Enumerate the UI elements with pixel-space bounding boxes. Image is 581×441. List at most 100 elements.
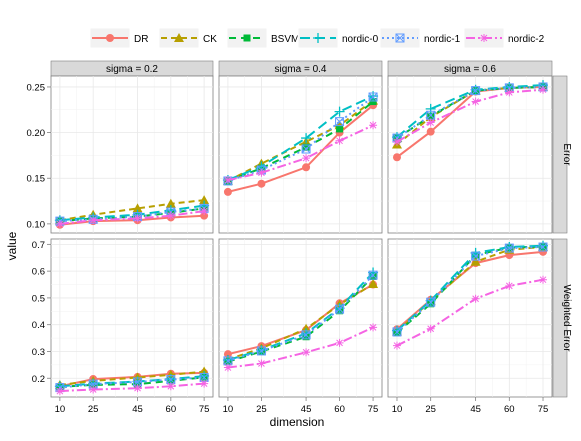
- panel-background: [387, 75, 553, 234]
- point-marker: [369, 121, 378, 130]
- legend-item-nordic-0: nordic-0: [297, 27, 379, 49]
- legend-label: BSVM: [271, 34, 299, 45]
- series-nordic-2: [392, 85, 548, 146]
- legend-item-BSVM: BSVM: [226, 27, 299, 49]
- point-marker: [302, 143, 310, 151]
- y-tick-label: 0.3: [32, 347, 45, 358]
- series-nordic-1: [392, 242, 548, 337]
- point-marker: [426, 118, 435, 127]
- point-marker: [199, 195, 210, 205]
- series-DR: [223, 101, 378, 196]
- panel-background: [218, 75, 383, 234]
- series-line: [227, 326, 374, 369]
- point-marker: [200, 379, 209, 388]
- x-tick-label: 75: [538, 404, 549, 415]
- series-line: [227, 95, 374, 182]
- point-marker: [426, 324, 435, 333]
- point-marker: [334, 106, 345, 117]
- point-marker: [200, 207, 209, 216]
- point-marker: [223, 363, 232, 372]
- series-line: [396, 246, 544, 333]
- facet-panel: [50, 75, 214, 234]
- point-marker: [55, 387, 64, 396]
- point-marker: [89, 385, 98, 394]
- facet-panel: [50, 238, 214, 398]
- point-marker: [539, 85, 548, 94]
- point-marker: [257, 359, 266, 368]
- point-marker: [199, 371, 210, 382]
- point-marker: [471, 294, 480, 303]
- facet-strip-row: [552, 75, 568, 234]
- facet-label-row: Error: [561, 143, 572, 166]
- facet-panels: sigma = 0.2 sigma = 0.4 sigma = 0.6 Error 0.…: [27, 60, 572, 415]
- point-marker: [426, 297, 436, 307]
- series-nordic-1: [223, 270, 378, 366]
- point-marker: [302, 154, 311, 163]
- panel-background: [50, 238, 214, 398]
- y-tick-label: 0.5: [32, 293, 45, 304]
- point-marker: [301, 330, 311, 340]
- point-marker: [471, 251, 480, 261]
- point-marker: [301, 144, 311, 154]
- point-marker: [106, 34, 114, 42]
- point-marker: [392, 327, 402, 337]
- facet-strip-row: [552, 238, 568, 398]
- facet-label-row: Weighted Error: [561, 284, 572, 352]
- point-marker: [133, 384, 142, 393]
- series-nordic-2: [223, 121, 378, 185]
- point-marker: [166, 375, 176, 384]
- x-tick-label: 10: [55, 404, 66, 415]
- point-marker: [505, 88, 514, 97]
- facet-label-column: sigma = 0.2: [106, 64, 158, 75]
- point-marker: [504, 243, 514, 253]
- x-tick-label: 45: [132, 404, 143, 415]
- series-line: [227, 99, 374, 182]
- point-marker: [302, 348, 311, 357]
- point-marker: [368, 278, 379, 288]
- facet-label-column: sigma = 0.6: [444, 64, 496, 75]
- point-marker: [257, 168, 266, 177]
- point-marker: [257, 346, 266, 356]
- legend-label: nordic-2: [508, 34, 545, 45]
- point-marker: [335, 338, 344, 347]
- point-marker: [223, 176, 232, 185]
- point-marker: [480, 34, 488, 42]
- point-marker: [426, 110, 436, 120]
- y-tick-label: 0.2: [32, 374, 45, 385]
- point-marker: [55, 219, 64, 228]
- x-tick-label: 75: [368, 404, 379, 415]
- point-marker: [539, 275, 548, 284]
- panel-background: [387, 238, 553, 398]
- series-nordic-2: [223, 323, 378, 372]
- point-marker: [313, 33, 323, 43]
- point-marker: [132, 203, 143, 213]
- point-marker: [368, 270, 378, 280]
- point-marker: [336, 125, 344, 133]
- x-tick-label: 45: [301, 404, 312, 415]
- point-marker: [504, 243, 514, 253]
- point-marker: [426, 127, 435, 136]
- point-marker: [504, 83, 514, 93]
- legend-item-CK: CK: [158, 27, 217, 49]
- x-tick-label: 60: [504, 404, 515, 415]
- y-tick-label: 0.25: [27, 82, 46, 93]
- panel-background: [218, 238, 383, 398]
- point-marker: [166, 211, 175, 220]
- facet-panel: [218, 75, 383, 234]
- point-marker: [538, 240, 549, 251]
- facet-panel: [218, 238, 383, 398]
- legend-item-nordic-1: nordic-1: [379, 27, 461, 49]
- series-nordic-2: [55, 379, 209, 396]
- point-marker: [199, 373, 209, 382]
- legend-label: nordic-1: [424, 34, 461, 45]
- point-marker: [243, 34, 251, 42]
- point-marker: [392, 341, 401, 350]
- point-marker: [368, 270, 378, 280]
- facet-label-column: sigma = 0.4: [275, 64, 327, 75]
- point-marker: [223, 350, 232, 359]
- point-marker: [302, 163, 311, 172]
- point-marker: [301, 133, 312, 144]
- point-marker: [538, 242, 548, 252]
- x-tick-label: 45: [470, 404, 481, 415]
- point-marker: [223, 356, 233, 366]
